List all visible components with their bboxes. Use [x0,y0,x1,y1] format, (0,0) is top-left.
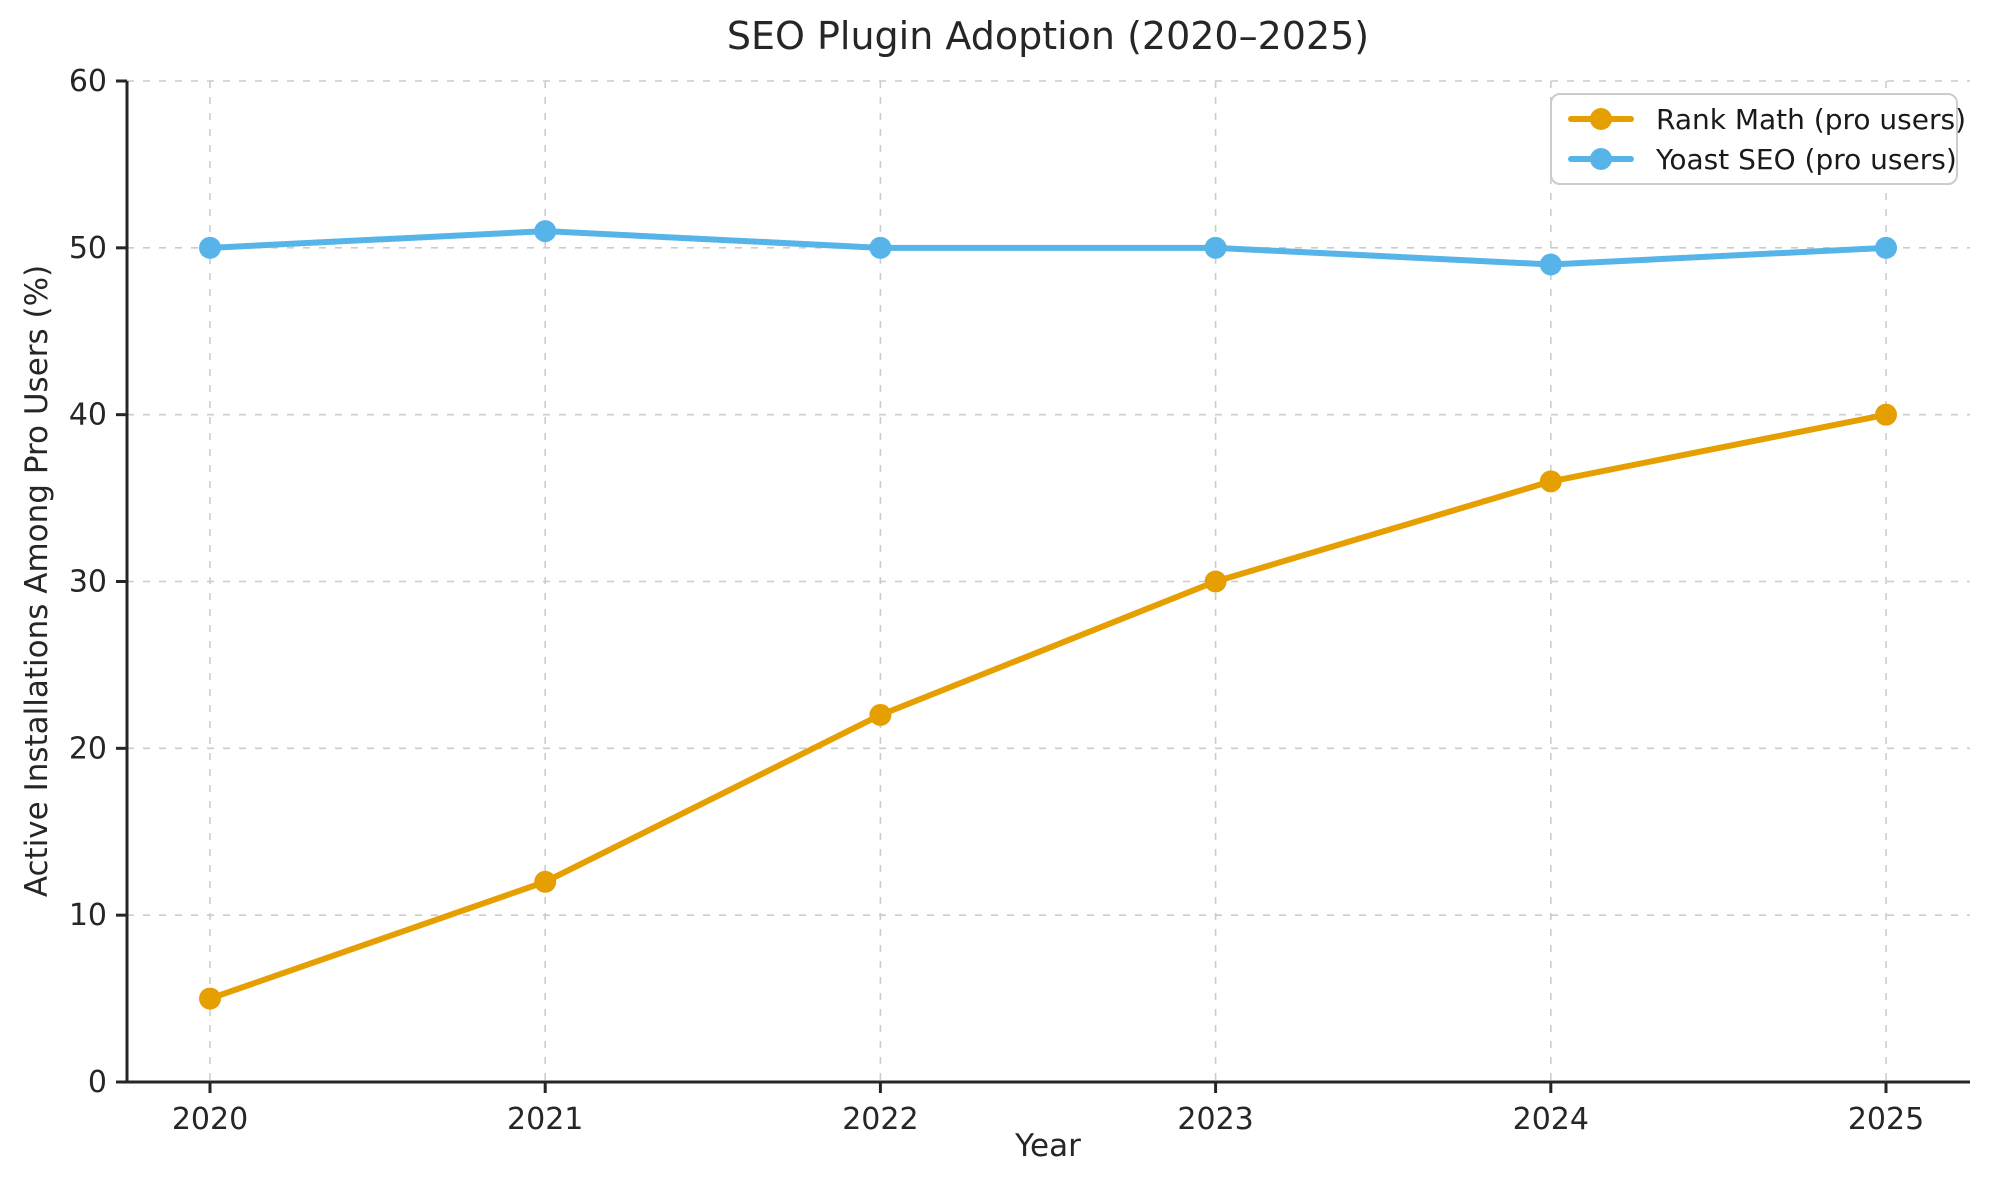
x-tick-label-2023: 2023 [1177,1102,1253,1137]
legend-label-yoast-seo: Yoast SEO (pro users) [1656,142,1957,176]
y-tick-label-20: 20 [69,731,107,766]
x-tick-label-2020: 2020 [172,1102,248,1137]
series-1-point-2022 [869,236,892,259]
series-1-line [199,220,1897,276]
y-tick-label-50: 50 [69,231,107,266]
series-0-point-2023 [1204,570,1227,593]
yoast-seo-line-marker-icon [1568,147,1634,171]
series-1-point-2024 [1539,253,1562,276]
series-0-point-2024 [1539,470,1562,493]
series-0-point-2021 [534,870,557,893]
chart-title: SEO Plugin Adoption (2020–2025) [726,14,1370,58]
y-axis-label: Active Installations Among Pro Users (%) [19,264,55,898]
x-tick-label-2024: 2024 [1513,1102,1589,1137]
series-1-point-2020 [199,236,221,259]
rank-math-line-marker-icon [1568,107,1634,131]
series-1-point-2023 [1204,236,1227,259]
series-0-point-2022 [869,703,892,726]
series-0-point-2020 [199,987,221,1010]
legend-label-rank-math: Rank Math (pro users) [1656,102,1967,136]
y-tick-label-60: 60 [69,64,107,99]
y-tick-label-0: 0 [88,1065,107,1100]
series-0-point-2025 [1875,403,1897,426]
legend: Rank Math (pro users) Yoast SEO (pro use… [1550,93,1966,185]
y-tick-label-40: 40 [69,398,107,433]
legend-entry-rank-math: Rank Math (pro users) [1568,102,1966,136]
series-0-line [199,403,1897,1010]
x-axis-label: Year [1015,1128,1081,1164]
x-tick-label-2022: 2022 [842,1102,918,1137]
y-tick-label-10: 10 [69,898,107,933]
legend-entry-yoast-seo: Yoast SEO (pro users) [1568,142,1957,176]
x-tick-label-2021: 2021 [507,1102,583,1137]
tick-marks-and-labels: 0 10 20 30 40 50 60 2020 2021 2022 2023 2024 2025 [69,64,1924,1137]
x-tick-label-2025: 2025 [1848,1102,1924,1137]
series-1-point-2021 [534,220,557,243]
y-tick-label-30: 30 [69,565,107,600]
series-1-point-2025 [1875,236,1897,259]
